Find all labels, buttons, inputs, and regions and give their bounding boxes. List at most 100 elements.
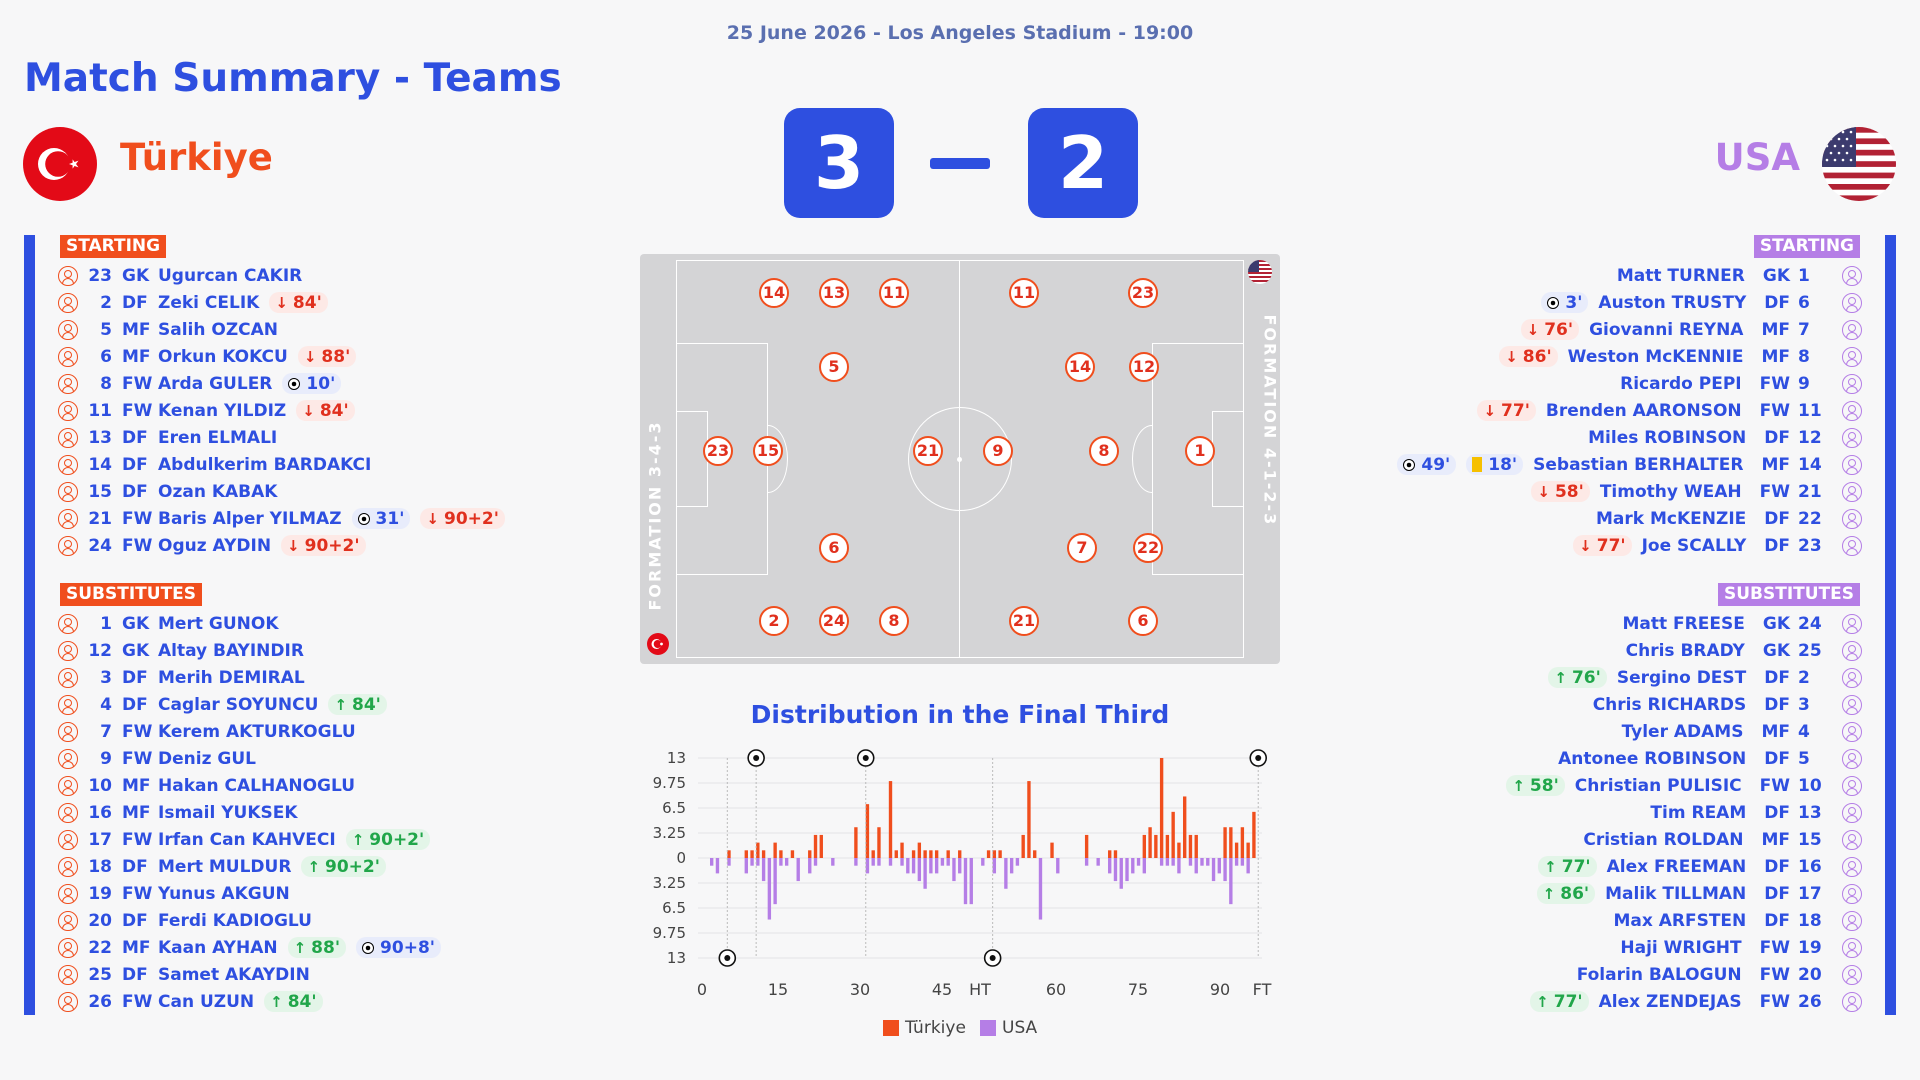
- player-number: 12: [88, 640, 112, 661]
- pitch-player-chip[interactable]: 8: [879, 606, 909, 636]
- player-row[interactable]: Mark McKENZIE DF 22: [1596, 505, 1862, 532]
- pitch-player-chip[interactable]: 8: [1089, 436, 1119, 466]
- player-row[interactable]: 14 DF Abdulkerim BARDAKCI: [58, 451, 371, 478]
- player-row[interactable]: 11 FW Kenan YILDIZ ↓ 84': [58, 397, 355, 424]
- pitch-player-chip[interactable]: 23: [1128, 278, 1158, 308]
- player-row[interactable]: Tyler ADAMS MF 4: [1622, 718, 1862, 745]
- event-in: ↑ 90+2': [301, 856, 386, 877]
- player-row[interactable]: Haji WRIGHT FW 19: [1620, 934, 1862, 961]
- player-number: 5: [100, 319, 112, 340]
- pitch-player-chip[interactable]: 7: [1067, 533, 1097, 563]
- pitch-player-chip[interactable]: 14: [1065, 352, 1095, 382]
- pitch-player-chip[interactable]: 1: [1185, 436, 1215, 466]
- player-row[interactable]: 17 FW Irfan Can KAHVECI ↑ 90+2': [58, 826, 431, 853]
- player-row[interactable]: ↑ 77' Alex FREEMAN DF 16: [1538, 853, 1862, 880]
- player-row[interactable]: Chris BRADY GK 25: [1626, 637, 1862, 664]
- player-row[interactable]: ↓ 58' Timothy WEAH FW 21: [1531, 478, 1862, 505]
- player-row[interactable]: 3 DF Merih DEMIRAL: [58, 664, 305, 691]
- pitch-player-chip[interactable]: 14: [759, 278, 789, 308]
- pitch-player-chip[interactable]: 6: [1128, 606, 1158, 636]
- away-score: 2: [1028, 108, 1138, 218]
- y-tick-label: 0: [676, 849, 686, 867]
- bar-home: [1223, 827, 1227, 858]
- player-row[interactable]: ↑ 77' Alex ZENDEJAS FW 26: [1530, 988, 1862, 1015]
- player-row[interactable]: 15 DF Ozan KABAK: [58, 478, 277, 505]
- pitch-player-chip[interactable]: 5: [819, 352, 849, 382]
- player-row[interactable]: Tim REAM DF 13: [1650, 799, 1862, 826]
- bar-home: [1108, 850, 1112, 858]
- event-minute: 77': [1501, 400, 1530, 421]
- player-row[interactable]: 8 FW Arda GULER 10': [58, 370, 342, 397]
- player-row[interactable]: Matt TURNER GK 1: [1617, 262, 1862, 289]
- player-row[interactable]: 22 MF Kaan AYHAN ↑ 88' 90+8': [58, 934, 441, 961]
- player-row[interactable]: Matt FREESE GK 24: [1623, 610, 1862, 637]
- player-row[interactable]: 25 DF Samet AKAYDIN: [58, 961, 310, 988]
- player-row[interactable]: 1 GK Mert GUNOK: [58, 610, 279, 637]
- player-row[interactable]: 12 GK Altay BAYINDIR: [58, 637, 304, 664]
- y-tick-label: 3.25: [653, 874, 686, 892]
- x-tick-label: 45: [932, 980, 952, 999]
- event-minute: 76': [1571, 667, 1601, 688]
- player-row[interactable]: 21 FW Baris Alper YILMAZ 31' ↓ 90+2': [58, 505, 505, 532]
- pitch-player-chip[interactable]: 11: [879, 278, 909, 308]
- pitch-player-chip[interactable]: 15: [753, 436, 783, 466]
- player-row[interactable]: 19 FW Yunus AKGUN: [58, 880, 290, 907]
- player-row[interactable]: 20 DF Ferdi KADIOGLU: [58, 907, 312, 934]
- bar-home: [865, 804, 870, 858]
- player-number: 10: [1798, 775, 1822, 796]
- pitch-player-chip[interactable]: 22: [1133, 533, 1163, 563]
- pitch-player-chip[interactable]: 11: [1009, 278, 1039, 308]
- player-row[interactable]: 10 MF Hakan CALHANOGLU: [58, 772, 355, 799]
- player-row[interactable]: ↓ 76' Giovanni REYNA MF 7: [1520, 316, 1862, 343]
- bar-home: [1113, 850, 1118, 858]
- player-row[interactable]: ↑ 86' Malik TILLMAN DF 17: [1536, 880, 1862, 907]
- ball-icon: [362, 941, 375, 954]
- player-row[interactable]: 2 DF Zeki CELIK ↓ 84': [58, 289, 328, 316]
- player-row[interactable]: 7 FW Kerem AKTURKOGLU: [58, 718, 356, 745]
- pitch-player-chip[interactable]: 9: [983, 436, 1013, 466]
- player-row[interactable]: 9 FW Deniz GUL: [58, 745, 256, 772]
- player-name: Orkun KOKCU: [158, 346, 288, 367]
- pitch-player-chip[interactable]: 24: [819, 606, 849, 636]
- home-team-name: Türkiye: [120, 136, 273, 179]
- player-row[interactable]: 3' Auston TRUSTY DF 6: [1541, 289, 1862, 316]
- player-row[interactable]: Ricardo PEPI FW 9: [1620, 370, 1862, 397]
- player-row[interactable]: ↑ 58' Christian PULISIC FW 10: [1506, 772, 1862, 799]
- player-row[interactable]: 24 FW Oguz AYDIN ↓ 90+2': [58, 532, 366, 559]
- player-row[interactable]: ↓ 86' Weston McKENNIE MF 8: [1499, 343, 1862, 370]
- player-row[interactable]: Folarin BALOGUN FW 20: [1577, 961, 1862, 988]
- player-row[interactable]: Miles ROBINSON DF 12: [1588, 424, 1862, 451]
- pitch-player-chip[interactable]: 2: [759, 606, 789, 636]
- player-row[interactable]: 5 MF Salih OZCAN: [58, 316, 278, 343]
- player-row[interactable]: 18 DF Mert MULDUR ↑ 90+2': [58, 853, 386, 880]
- player-row[interactable]: 26 FW Can UZUN ↑ 84': [58, 988, 323, 1015]
- player-row[interactable]: 49' 18' Sebastian BERHALTER MF 14: [1397, 451, 1862, 478]
- player-row[interactable]: 13 DF Eren ELMALI: [58, 424, 277, 451]
- event-minute: 58': [1529, 775, 1559, 796]
- pitch-player-chip[interactable]: 12: [1129, 352, 1159, 382]
- player-row[interactable]: 6 MF Orkun KOKCU ↓ 88': [58, 343, 357, 370]
- event-out: ↓ 84': [296, 400, 355, 421]
- legend-away: USA: [980, 1018, 1037, 1038]
- pitch-player-chip[interactable]: 23: [703, 436, 733, 466]
- player-row[interactable]: Max ARFSTEN DF 18: [1613, 907, 1862, 934]
- player-number: 14: [1798, 454, 1822, 475]
- player-icon: [1842, 373, 1862, 394]
- player-icon: [1842, 265, 1862, 286]
- player-row[interactable]: 23 GK Ugurcan CAKIR: [58, 262, 302, 289]
- player-row[interactable]: ↓ 77' Brenden AARONSON FW 11: [1477, 397, 1862, 424]
- player-row[interactable]: Cristian ROLDAN MF 15: [1583, 826, 1862, 853]
- player-row[interactable]: Chris RICHARDS DF 3: [1593, 691, 1862, 718]
- pitch-player-chip[interactable]: 6: [819, 533, 849, 563]
- player-row[interactable]: Antonee ROBINSON DF 5: [1558, 745, 1862, 772]
- event-minute: 88': [311, 937, 341, 958]
- player-row[interactable]: ↑ 76' Sergino DEST DF 2: [1548, 664, 1862, 691]
- event-in: ↑ 58': [1506, 775, 1565, 796]
- pitch-player-chip[interactable]: 21: [913, 436, 943, 466]
- player-row[interactable]: ↓ 77' Joe SCALLY DF 23: [1573, 532, 1862, 559]
- player-row[interactable]: 4 DF Caglar SOYUNCU ↑ 84': [58, 691, 387, 718]
- bar-away: [1171, 858, 1175, 866]
- pitch-player-chip[interactable]: 13: [819, 278, 849, 308]
- player-row[interactable]: 16 MF Ismail YUKSEK: [58, 799, 298, 826]
- pitch-player-chip[interactable]: 21: [1009, 606, 1039, 636]
